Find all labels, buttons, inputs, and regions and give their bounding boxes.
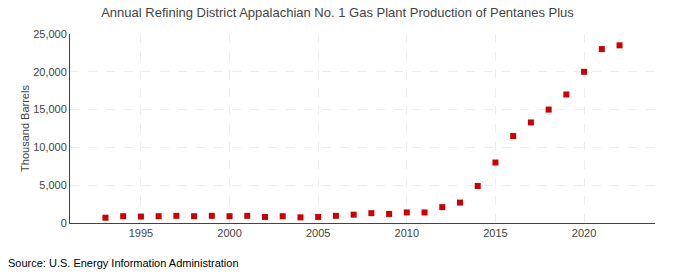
svg-text:Source: U.S. Energy Informatio: Source: U.S. Energy Information Administ… <box>8 257 239 269</box>
svg-text:25,000: 25,000 <box>33 28 67 40</box>
svg-text:2020: 2020 <box>572 227 596 239</box>
svg-text:0: 0 <box>61 217 67 229</box>
svg-text:20,000: 20,000 <box>33 66 67 78</box>
svg-text:15,000: 15,000 <box>33 103 67 115</box>
svg-text:2000: 2000 <box>217 227 241 239</box>
svg-text:Thousand Barrels: Thousand Barrels <box>19 85 31 172</box>
svg-text:5,000: 5,000 <box>39 179 67 191</box>
svg-text:2015: 2015 <box>483 227 507 239</box>
svg-text:Annual Refining District Appal: Annual Refining District Appalachian No.… <box>101 5 574 20</box>
svg-text:2010: 2010 <box>395 227 419 239</box>
svg-text:1995: 1995 <box>129 227 153 239</box>
svg-text:2005: 2005 <box>306 227 330 239</box>
svg-text:10,000: 10,000 <box>33 141 67 153</box>
